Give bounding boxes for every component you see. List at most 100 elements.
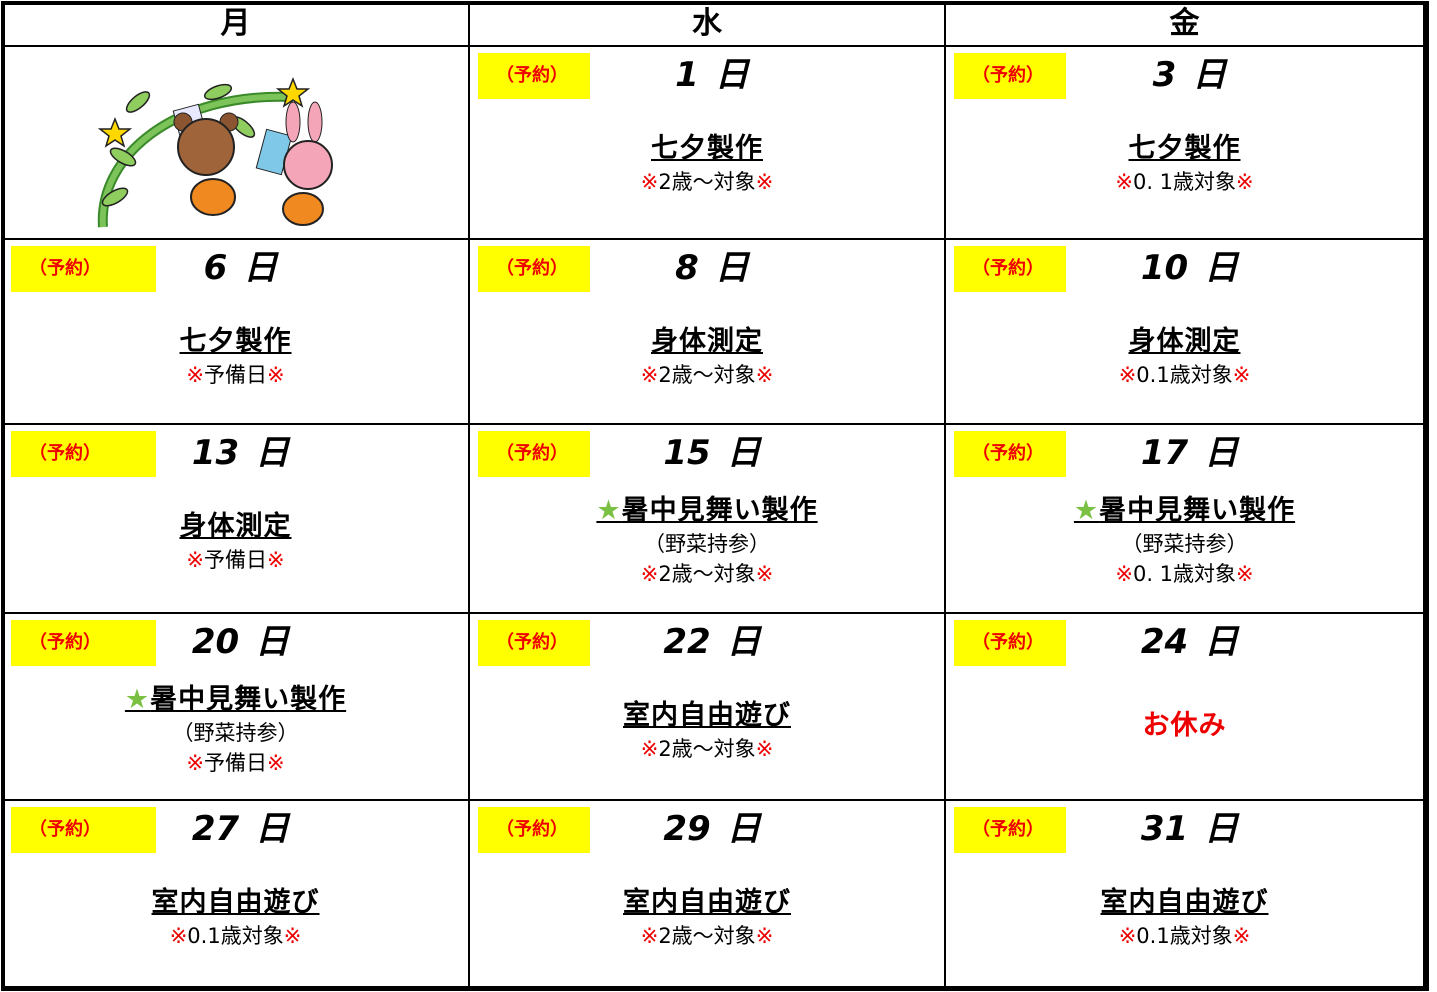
cell-content: 室内自由遊び ※0.1歳対象※ [3, 885, 468, 951]
cell-content: お休み [946, 708, 1423, 744]
mark: ※ [186, 363, 204, 387]
reserve-label: （予約） [11, 807, 156, 853]
mark: ※ [267, 751, 285, 775]
mark: ※ [186, 548, 204, 572]
date: 20 日 [3, 620, 468, 664]
date: 29 日 [470, 807, 944, 851]
title-text: 室内自由遊び [623, 887, 791, 918]
sub-note: （野菜持参） [644, 532, 770, 556]
note-text: 2歳～対象 [658, 562, 756, 586]
day-cell: （予約） 8 日身体測定 ※2歳～対象※ [470, 240, 946, 425]
day-number: 6 [203, 248, 228, 288]
event-title: 身体測定 [946, 324, 1423, 360]
day-cell: （予約） 1 日七夕製作 ※2歳～対象※ [470, 47, 946, 240]
target-note: ※0.1歳対象※ [946, 360, 1423, 390]
title-text: 室内自由遊び [623, 700, 791, 731]
day-cell: （予約） 22 日室内自由遊び ※2歳～対象※ [470, 614, 946, 801]
date: 24 日 [946, 620, 1423, 664]
event-title: 室内自由遊び [470, 698, 944, 734]
day-cell: （予約） 24 日お休み [946, 614, 1425, 801]
day-unit: 日 [1204, 433, 1239, 473]
mark: ※ [640, 562, 659, 586]
day-unit: 日 [714, 55, 749, 95]
day-header: 月 [3, 3, 470, 47]
target-note: ※2歳～対象※ [470, 559, 944, 589]
date: 10 日 [946, 246, 1423, 290]
reserve-label: （予約） [954, 807, 1066, 853]
day-unit: 日 [726, 622, 761, 662]
mark: ※ [1236, 170, 1254, 194]
star: ★ [1073, 495, 1100, 526]
target-note: ※予備日※ [3, 748, 468, 778]
cell-content: 七夕製作 ※0. 1歳対象※ [946, 131, 1423, 197]
title-text: 七夕製作 [179, 326, 292, 357]
event-title: お休み [946, 708, 1423, 744]
date: 22 日 [470, 620, 944, 664]
note-text: 0. 1歳対象 [1132, 170, 1237, 194]
mark: ※ [640, 737, 659, 761]
cell-content: 室内自由遊び ※2歳～対象※ [470, 885, 944, 951]
mark: ※ [755, 170, 774, 194]
mark: ※ [640, 363, 659, 387]
reserve-label: （予約） [954, 53, 1066, 99]
cell-content: 七夕製作 ※予備日※ [3, 324, 468, 390]
title-text: 室内自由遊び [151, 887, 320, 918]
day-number: 8 [675, 248, 699, 288]
cell-content: ★暑中見舞い製作 （野菜持参） ※2歳～対象※ [470, 493, 944, 589]
title-text: 身体測定 [651, 326, 763, 357]
mark: ※ [267, 548, 285, 572]
note-text: 予備日 [204, 548, 267, 572]
note-text: 2歳～対象 [658, 924, 756, 948]
target-note: ※0. 1歳対象※ [946, 559, 1423, 589]
mark: ※ [755, 363, 774, 387]
reserve-label: （予約） [478, 53, 590, 99]
day-cell: （予約） 10 日身体測定 ※0.1歳対象※ [946, 240, 1425, 425]
target-note: ※2歳～対象※ [470, 360, 944, 390]
note-text: 2歳～対象 [658, 737, 756, 761]
mark: ※ [755, 737, 774, 761]
day-unit: 日 [255, 433, 290, 473]
cell-content: 身体測定 ※予備日※ [3, 509, 468, 575]
day-unit: 日 [1204, 622, 1239, 662]
day-number: 24 [1140, 622, 1189, 662]
sub-note: （野菜持参） [172, 721, 299, 745]
target-note: ※0.1歳対象※ [946, 921, 1423, 951]
cell-content: 室内自由遊び ※0.1歳対象※ [946, 885, 1423, 951]
day-cell: （予約） 17 日 ★暑中見舞い製作 （野菜持参） ※0. 1歳対象※ [946, 425, 1425, 614]
day-unit: 日 [255, 622, 290, 662]
cell-content: 七夕製作 ※2歳～対象※ [470, 131, 944, 197]
title-text: 暑中見舞い製作 [621, 495, 818, 526]
day-number: 20 [191, 622, 240, 662]
date: 17 日 [946, 431, 1423, 475]
event-title: ★暑中見舞い製作 [3, 682, 468, 718]
event-title: 七夕製作 [470, 131, 944, 167]
reserve-label: （予約） [11, 620, 156, 666]
mark: ※ [1232, 924, 1251, 948]
event-title: ★暑中見舞い製作 [946, 493, 1423, 529]
day-unit: 日 [1204, 809, 1239, 849]
star: ★ [596, 495, 622, 526]
target-note: ※2歳～対象※ [470, 167, 944, 197]
day-unit: 日 [255, 809, 290, 849]
cell-content: 身体測定 ※0.1歳対象※ [946, 324, 1423, 390]
title-text: 身体測定 [179, 511, 292, 542]
title-text: 暑中見舞い製作 [1099, 495, 1296, 526]
mark: ※ [1118, 924, 1137, 948]
day-unit: 日 [243, 248, 278, 288]
mark: ※ [640, 170, 659, 194]
target-note: ※予備日※ [3, 545, 468, 575]
day-unit: 日 [1192, 55, 1227, 95]
mark: ※ [1118, 363, 1137, 387]
title-text: お休み [1142, 710, 1227, 741]
event-title: 七夕製作 [946, 131, 1423, 167]
cell-content: 身体測定 ※2歳～対象※ [470, 324, 944, 390]
mark: ※ [267, 363, 285, 387]
mark: ※ [1232, 363, 1251, 387]
note-text: 2歳～対象 [658, 170, 756, 194]
mark: ※ [755, 562, 774, 586]
day-number: 29 [663, 809, 711, 849]
